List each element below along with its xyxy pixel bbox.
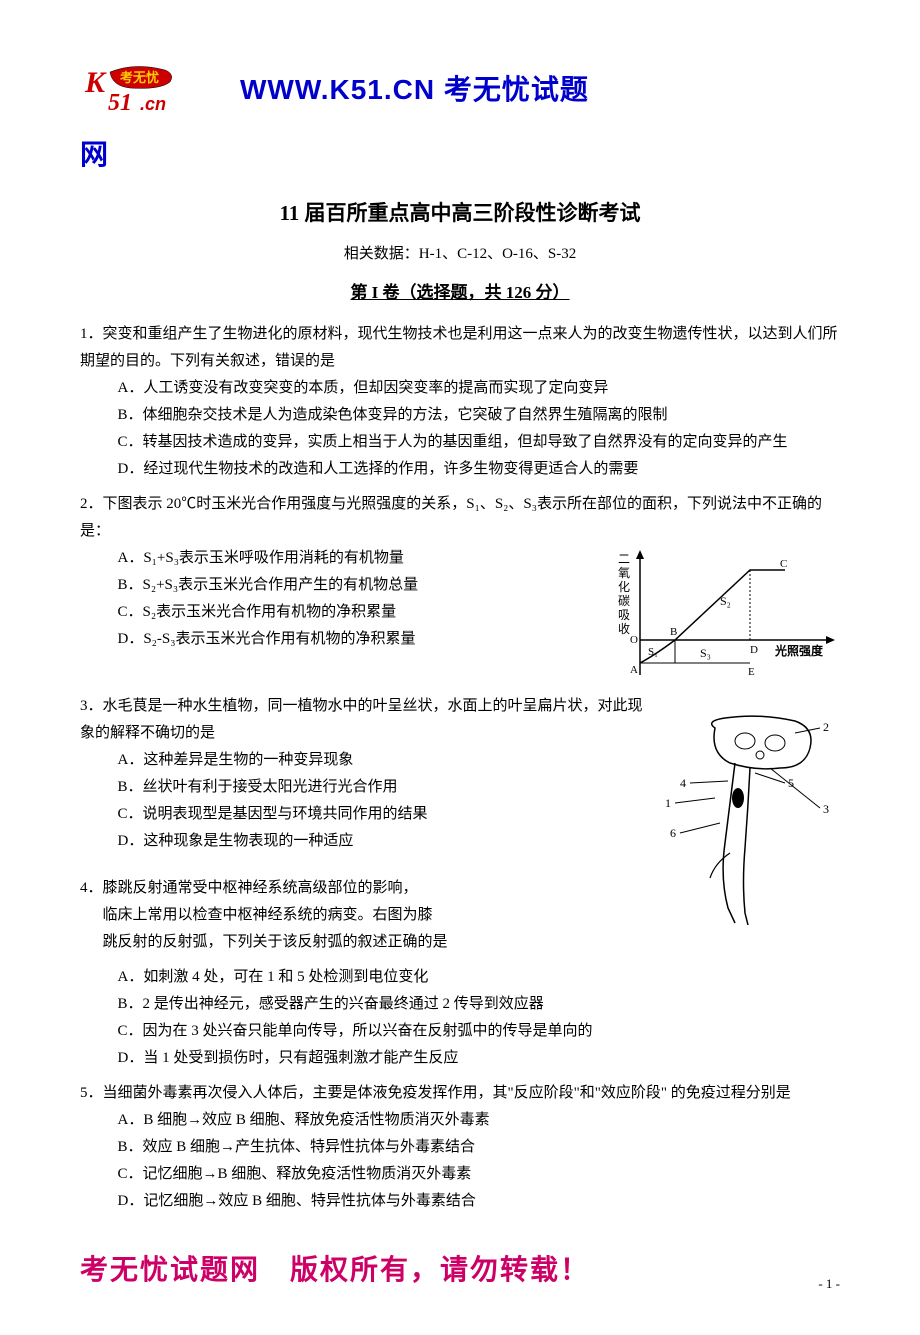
site-suffix: 网 (80, 130, 840, 180)
svg-text:碳: 碳 (618, 594, 630, 608)
q2-option-c: C．S₂表示玉米光合作用有机物的净积累量 (80, 599, 600, 626)
svg-text:6: 6 (670, 826, 676, 840)
svg-text:C: C (780, 558, 787, 570)
site-logo: K 考无忧 51 .cn (80, 60, 220, 120)
q3-option-a: A．这种差异是生物的一种变异现象 (80, 747, 650, 774)
q3-option-c: C．说明表现型是基因型与环境共同作用的结果 (80, 801, 650, 828)
svg-text:K: K (84, 66, 107, 99)
svg-text:.cn: .cn (140, 94, 166, 114)
svg-text:S₂: S₂ (720, 594, 731, 608)
svg-text:化: 化 (618, 580, 630, 594)
q2-option-b: B．S₂+S₃表示玉米光合作用产生的有机物总量 (80, 572, 600, 599)
footer-copyright: 考无忧试题网 版权所有，请勿转载！ (80, 1245, 590, 1295)
question-3: 3．水毛茛是一种水生植物，同一植物水中的叶呈丝状，水面上的叶呈扁片状，对此现象的… (80, 693, 650, 855)
q4-option-d: D．当 1 处受到损伤时，只有超强刺激才能产生反应 (80, 1045, 840, 1072)
q4-option-a: A．如刺激 4 处，可在 1 和 5 处检测到电位变化 (80, 964, 840, 991)
q1-option-a: A．人工诱变没有改变突变的本质，但却因突变率的提高而实现了定向变异 (80, 375, 840, 402)
q5-option-a: A．B 细胞→效应 B 细胞、释放免疫活性物质消灭外毒素 (80, 1107, 840, 1134)
svg-text:51: 51 (108, 90, 132, 116)
section-title: 第 I 卷（选择题，共 126 分） (80, 278, 840, 309)
q2-stem: 2．下图表示 20℃时玉米光合作用强度与光照强度的关系，S₁、S₂、S₃表示所在… (80, 491, 840, 545)
q3-stem: 3．水毛茛是一种水生植物，同一植物水中的叶呈丝状，水面上的叶呈扁片状，对此现象的… (80, 693, 650, 747)
q5-option-d: D．记忆细胞→效应 B 细胞、特异性抗体与外毒素结合 (80, 1188, 840, 1215)
main-title: 11 届百所重点高中高三阶段性诊断考试 (80, 195, 840, 233)
q1-option-b: B．体细胞杂交技术是人为造成染色体变异的方法，它突破了自然界生殖隔离的限制 (80, 402, 840, 429)
q4-figure: 1 2 3 4 5 6 (660, 713, 840, 933)
q5-option-b: B．效应 B 细胞→产生抗体、特异性抗体与外毒素结合 (80, 1134, 840, 1161)
svg-text:光照强度: 光照强度 (774, 643, 824, 658)
question-2: 2．下图表示 20℃时玉米光合作用强度与光照强度的关系，S₁、S₂、S₃表示所在… (80, 491, 840, 685)
svg-text:1: 1 (665, 796, 671, 810)
q2-figure: 二 氧 化 碳 吸 收 O B C D A E S₁ (610, 545, 840, 685)
page-number: - 1 - (818, 1272, 840, 1295)
svg-text:S₁: S₁ (648, 646, 658, 658)
site-title: WWW.K51.CN 考无忧试题 (240, 65, 589, 115)
q4-option-c: C．因为在 3 处兴奋只能单向传导，所以兴奋在反射弧中的传导是单向的 (80, 1018, 840, 1045)
q3-option-b: B．丝状叶有利于接受太阳光进行光合作用 (80, 774, 650, 801)
svg-text:二: 二 (618, 552, 630, 566)
q4-stem-3: 跳反射的反射弧，下列关于该反射弧的叙述正确的是 (80, 929, 650, 956)
q2-option-d: D．S₂-S₃表示玉米光合作用有机物的净积累量 (80, 626, 600, 653)
q4-stem-1: 4．膝跳反射通常受中枢神经系统高级部位的影响， (80, 875, 650, 902)
question-1: 1．突变和重组产生了生物进化的原材料，现代生物技术也是利用这一点来人为的改变生物… (80, 321, 840, 483)
svg-text:A: A (630, 664, 638, 676)
question-4: 4．膝跳反射通常受中枢神经系统高级部位的影响， 临床上常用以检查中枢神经系统的病… (80, 875, 650, 956)
svg-text:S₃: S₃ (700, 646, 711, 660)
q1-option-d: D．经过现代生物技术的改造和人工选择的作用，许多生物变得更适合人的需要 (80, 456, 840, 483)
svg-text:4: 4 (680, 776, 686, 790)
q3-option-d: D．这种现象是生物表现的一种适应 (80, 828, 650, 855)
svg-text:E: E (748, 666, 755, 678)
svg-text:收: 收 (618, 622, 630, 636)
site-url: WWW.K51.CN (240, 74, 435, 105)
reference-data: 相关数据：H-1、C-12、O-16、S-32 (80, 241, 840, 268)
q1-option-c: C．转基因技术造成的变异，实质上相当于人为的基因重组，但却导致了自然界没有的定向… (80, 429, 840, 456)
header: K 考无忧 51 .cn WWW.K51.CN 考无忧试题 (80, 60, 840, 120)
svg-text:氧: 氧 (618, 566, 630, 580)
svg-text:2: 2 (823, 720, 829, 734)
svg-text:5: 5 (788, 776, 794, 790)
q1-stem: 1．突变和重组产生了生物进化的原材料，现代生物技术也是利用这一点来人为的改变生物… (80, 321, 840, 375)
svg-text:考无忧: 考无忧 (120, 70, 159, 85)
q5-stem: 5．当细菌外毒素再次侵入人体后，主要是体液免疫发挥作用，其"反应阶段"和"效应阶… (80, 1080, 840, 1107)
q2-option-a: A．S₁+S₃表示玉米呼吸作用消耗的有机物量 (80, 545, 600, 572)
svg-text:B: B (670, 626, 677, 638)
svg-text:D: D (750, 644, 758, 656)
question-5: 5．当细菌外毒素再次侵入人体后，主要是体液免疫发挥作用，其"反应阶段"和"效应阶… (80, 1080, 840, 1215)
svg-text:O: O (630, 634, 638, 646)
site-name: 考无忧试题 (444, 74, 589, 105)
footer: 考无忧试题网 版权所有，请勿转载！ - 1 - (80, 1245, 840, 1295)
q4-stem-2: 临床上常用以检查中枢神经系统的病变。右图为膝 (80, 902, 650, 929)
q4-option-b: B．2 是传出神经元，感受器产生的兴奋最终通过 2 传导到效应器 (80, 991, 840, 1018)
svg-text:3: 3 (823, 802, 829, 816)
q5-option-c: C．记忆细胞→B 细胞、释放免疫活性物质消灭外毒素 (80, 1161, 840, 1188)
svg-text:吸: 吸 (618, 608, 630, 622)
question-4-options: A．如刺激 4 处，可在 1 和 5 处检测到电位变化 B．2 是传出神经元，感… (80, 964, 840, 1072)
